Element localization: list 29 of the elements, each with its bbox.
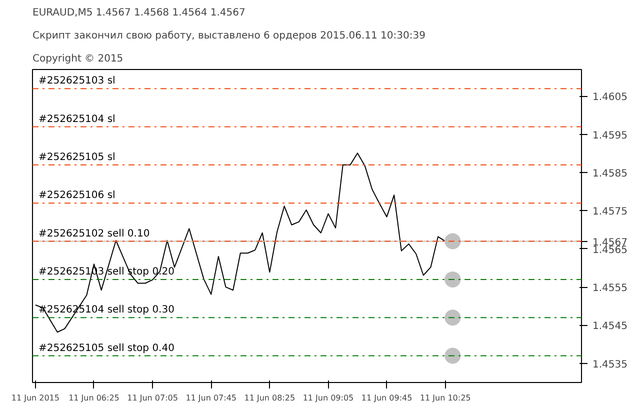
point [444, 348, 461, 364]
y-tick-label: 1.4595 [592, 130, 628, 142]
y-tick-label: 1.4605 [592, 92, 628, 104]
y-tick-label: 1.4565 [592, 244, 628, 256]
ref-line-label: #252625105 sell stop 0.40 [38, 342, 174, 354]
x-tick-label: 11 Jun 09:05 [302, 394, 354, 402]
chart-title: EURAUD,M5 1.4567 1.4568 1.4564 1.4567 [32, 8, 246, 18]
ref-line-label: #252625104 sl [38, 114, 116, 125]
y-tick-label: 1.4585 [592, 168, 628, 180]
ref-line-label: #252625102 sell 0.10 [38, 228, 150, 240]
text: Copyright © 2015 [32, 54, 124, 64]
ref-line-label: #252625105 sl [38, 152, 116, 163]
y-tick-label: 1.4575 [592, 206, 628, 218]
ref-line-label: #252625103 sl [38, 76, 116, 87]
point [444, 233, 461, 250]
x-tick-label: 11 Jun 10:25 [420, 394, 471, 402]
x-tick-label: 11 Jun 07:45 [186, 394, 237, 402]
point [444, 271, 461, 288]
y-tick-label: 1.4545 [592, 321, 628, 332]
x-tick-label: 11 Jun 2015 [11, 394, 60, 402]
chart-subtitle: Скрипт закончил свою работу, выставлено 6 ордеров 2015.06.11 10:30:39 [32, 30, 426, 42]
y-tick-label: 1.4555 [592, 283, 628, 294]
ref-line-label: #252625106 sl [38, 190, 116, 202]
y-tick-label: 1.4535 [592, 359, 628, 370]
x-tick-label: 11 Jun 07:05 [127, 394, 178, 402]
x-tick-label: 11 Jun 06:25 [68, 394, 120, 402]
point [444, 310, 461, 326]
x-tick-label: 11 Jun 08:25 [244, 394, 296, 402]
x-tick-label: 11 Jun 09:45 [361, 394, 412, 402]
